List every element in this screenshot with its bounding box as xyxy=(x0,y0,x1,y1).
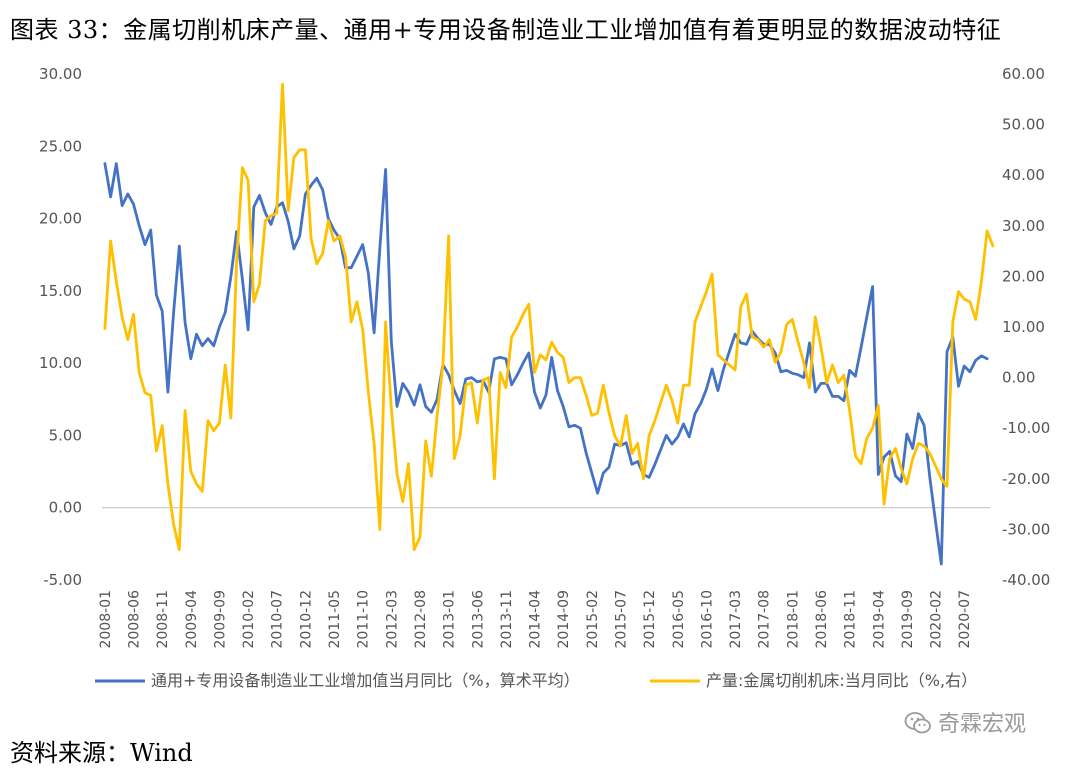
x-tick-label: 2012-03 xyxy=(384,590,400,649)
y-right-tick-label: -30.00 xyxy=(1002,520,1050,538)
x-tick-label: 2015-07 xyxy=(613,590,629,649)
x-tick-label: 2018-01 xyxy=(785,590,801,649)
x-tick-label: 2019-09 xyxy=(900,590,916,649)
y-right-tick-label: 40.00 xyxy=(1002,166,1045,184)
watermark-text: 奇霖宏观 xyxy=(938,712,1027,737)
x-tick-label: 2011-05 xyxy=(327,590,343,649)
y-left-tick-label: 15.00 xyxy=(39,282,82,300)
x-tick-label: 2010-12 xyxy=(298,590,314,649)
series-layer xyxy=(103,82,995,566)
source-note: 资料来源：Wind xyxy=(10,739,193,767)
x-tick-label: 2010-02 xyxy=(241,590,257,649)
y-left-tick-label: 0.00 xyxy=(49,499,82,517)
watermark: 奇霖宏观 xyxy=(904,706,1026,738)
legend: 通用+专用设备制造业工业增加值当月同比（%，算术平均） 产量:金属切削机床:当月同… xyxy=(95,671,977,690)
x-tick-label: 2009-09 xyxy=(212,590,228,649)
y-left-tick-label: -5.00 xyxy=(43,571,82,589)
y-right-tick-label: 20.00 xyxy=(1002,267,1045,285)
x-tick-label: 2016-10 xyxy=(699,590,715,649)
y-right-tick-label: 50.00 xyxy=(1002,116,1045,134)
x-tick-label: 2019-04 xyxy=(871,590,887,649)
x-tick-label: 2014-04 xyxy=(528,590,544,649)
x-tick-label: 2009-04 xyxy=(184,590,200,649)
x-tick-label: 2015-02 xyxy=(585,590,601,649)
line-chart: 30.00 25.00 20.00 15.00 10.00 5.00 0.00 -5.00 60… xyxy=(39,65,1050,690)
x-tick-label: 2008-06 xyxy=(127,590,143,649)
x-tick-label: 2018-06 xyxy=(814,590,830,649)
x-tick-label: 2015-12 xyxy=(642,590,658,649)
x-tick-label: 2018-11 xyxy=(843,590,859,649)
chart-title: 图表 33：金属切削机床产量、通用+专用设备制造业工业增加值有着更明显的数据波动… xyxy=(10,16,1002,44)
x-tick-label: 2008-11 xyxy=(155,590,171,649)
x-tick-label: 2014-09 xyxy=(556,590,572,649)
y-right-tick-label: 10.00 xyxy=(1002,318,1045,336)
axes: 30.00 25.00 20.00 15.00 10.00 5.00 0.00 -5.00 60… xyxy=(39,65,1050,649)
y-left-tick-label: 5.00 xyxy=(49,426,82,444)
x-tick-label: 2020-02 xyxy=(929,590,945,649)
y-right-tick-label: -40.00 xyxy=(1002,571,1050,589)
y-left-tick-label: 25.00 xyxy=(39,137,82,155)
x-tick-label: 2008-01 xyxy=(98,590,114,649)
y-left-tick-label: 30.00 xyxy=(39,65,82,83)
y-right-tick-label: 30.00 xyxy=(1002,217,1045,235)
x-tick-label: 2017-08 xyxy=(757,590,773,649)
x-tick-label: 2016-05 xyxy=(671,590,687,649)
series-line-machine-tools xyxy=(103,82,995,551)
x-tick-label: 2010-07 xyxy=(270,590,286,649)
x-tick-label: 2013-06 xyxy=(470,590,486,649)
y-right-tick-label: -20.00 xyxy=(1002,470,1050,488)
wechat-icon xyxy=(904,712,931,734)
x-tick-label: 2011-10 xyxy=(356,590,372,649)
y-left-tick-label: 20.00 xyxy=(39,210,82,228)
legend-label: 产量:金属切削机床:当月同比（%,右） xyxy=(706,671,977,690)
y-right-tick-label: -10.00 xyxy=(1002,419,1050,437)
y-left-tick-label: 10.00 xyxy=(39,354,82,372)
x-tick-label: 2020-07 xyxy=(957,590,973,649)
y-right-tick-label: 60.00 xyxy=(1002,65,1045,83)
x-tick-label: 2013-01 xyxy=(442,590,458,649)
series-line-value-added xyxy=(103,162,989,566)
legend-label: 通用+专用设备制造业工业增加值当月同比（%，算术平均） xyxy=(151,671,580,690)
x-tick-label: 2017-03 xyxy=(728,590,744,649)
x-tick-label: 2013-11 xyxy=(499,590,515,649)
y-right-tick-label: 0.00 xyxy=(1002,369,1035,387)
x-tick-label: 2012-08 xyxy=(413,590,429,649)
